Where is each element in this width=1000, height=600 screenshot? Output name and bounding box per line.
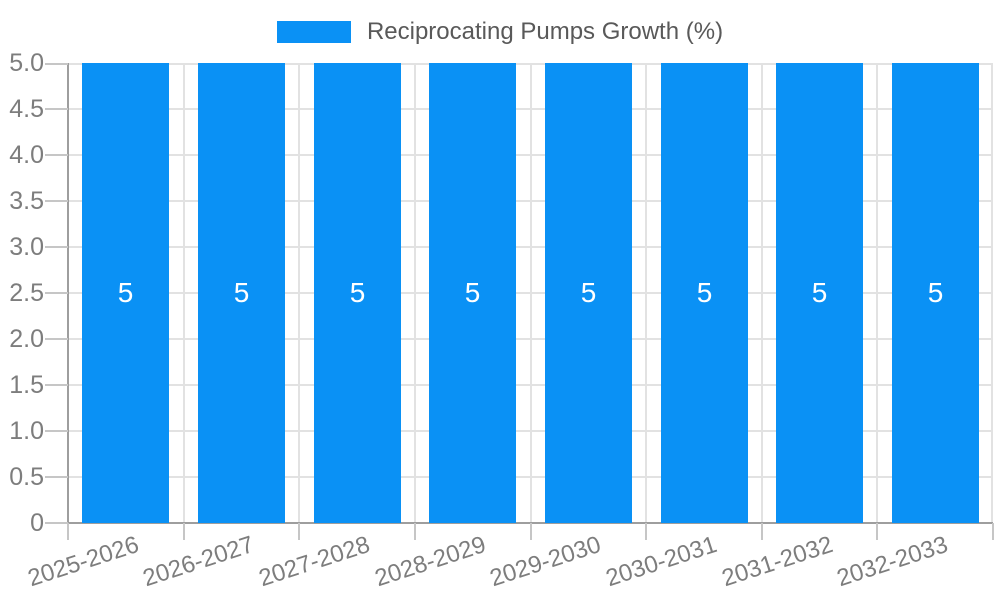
x-tick <box>67 523 69 540</box>
y-tick <box>45 108 68 110</box>
bar[interactable]: 5 <box>776 63 863 523</box>
y-axis-label: 4.5 <box>9 95 44 123</box>
y-tick <box>45 200 68 202</box>
legend-label: Reciprocating Pumps Growth (%) <box>366 18 724 45</box>
gridline-vertical <box>645 63 647 523</box>
x-tick <box>992 523 994 540</box>
y-axis-label: 5.0 <box>9 49 44 77</box>
x-tick <box>183 523 185 540</box>
y-axis-label: 0 <box>30 509 44 537</box>
gridline-vertical <box>414 63 416 523</box>
bar-value-label: 5 <box>464 277 481 308</box>
gridline-vertical <box>991 63 993 523</box>
legend-item[interactable]: Reciprocating Pumps Growth (%) <box>276 18 724 45</box>
y-tick <box>45 63 68 65</box>
y-axis-label: 4.0 <box>9 141 44 169</box>
x-tick <box>876 523 878 540</box>
y-tick <box>45 292 68 294</box>
x-axis-label: 2027-2028 <box>255 531 374 593</box>
gridline-vertical <box>530 63 532 523</box>
x-tick <box>298 523 300 540</box>
x-axis-label: 2032-2033 <box>833 531 952 593</box>
y-axis-label: 3.5 <box>9 187 44 215</box>
x-axis-label: 2031-2032 <box>718 531 837 593</box>
legend-swatch-icon <box>276 21 351 43</box>
x-axis-label: 2030-2031 <box>602 531 721 593</box>
gridline-vertical <box>298 63 300 523</box>
y-tick <box>45 384 68 386</box>
bar-value-label: 5 <box>233 277 250 308</box>
gridline-vertical <box>183 63 185 523</box>
x-tick <box>414 523 416 540</box>
legend: Reciprocating Pumps Growth (%) <box>0 19 1000 45</box>
x-tick <box>645 523 647 540</box>
plot-area: 5 5 5 5 5 5 5 5 <box>45 63 994 540</box>
y-axis-label: 3.0 <box>9 233 44 261</box>
y-tick <box>45 476 68 478</box>
x-axis-label: 2025-2026 <box>24 531 143 593</box>
x-tick <box>761 523 763 540</box>
x-axis-label: 2028-2029 <box>371 531 490 593</box>
bar[interactable]: 5 <box>429 63 516 523</box>
y-axis-line <box>67 63 69 523</box>
bar-value-label: 5 <box>927 277 944 308</box>
y-tick <box>45 338 68 340</box>
bar-value-label: 5 <box>117 277 134 308</box>
bar-value-label: 5 <box>349 277 366 308</box>
bar-value-label: 5 <box>811 277 828 308</box>
bar-value-label: 5 <box>696 277 713 308</box>
bar[interactable]: 5 <box>545 63 632 523</box>
bar[interactable]: 5 <box>314 63 401 523</box>
y-tick <box>45 430 68 432</box>
x-tick <box>530 523 532 540</box>
gridline-vertical <box>876 63 878 523</box>
bar[interactable]: 5 <box>82 63 169 523</box>
x-axis-label: 2029-2030 <box>486 531 605 593</box>
bar[interactable]: 5 <box>198 63 285 523</box>
y-axis-label: 2.5 <box>9 279 44 307</box>
gridline-vertical <box>761 63 763 523</box>
y-tick <box>45 246 68 248</box>
bar-value-label: 5 <box>580 277 597 308</box>
y-axis-label: 1.5 <box>9 371 44 399</box>
y-axis-label: 0.5 <box>9 463 44 491</box>
y-tick <box>45 522 68 524</box>
y-axis-label: 2.0 <box>9 325 44 353</box>
bar[interactable]: 5 <box>661 63 748 523</box>
y-axis-label: 1.0 <box>9 417 44 445</box>
bar[interactable]: 5 <box>892 63 979 523</box>
y-tick <box>45 154 68 156</box>
x-axis-label: 2026-2027 <box>139 531 258 593</box>
